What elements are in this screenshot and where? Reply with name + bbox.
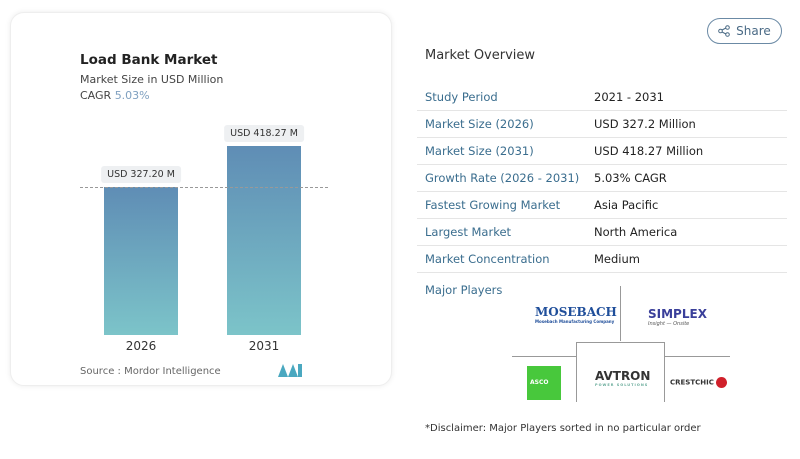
cagr-label: CAGR [80,89,112,102]
row-label: Largest Market [425,225,512,239]
row-value: Medium [594,252,640,266]
major-players-title: Major Players [425,283,503,297]
disclaimer: *Disclaimer: Major Players sorted in no … [425,423,701,434]
asco-logo: ASCO [527,366,561,400]
bar-2026 [104,187,178,335]
divider [512,356,576,357]
overview-row: Market Size (2031) USD 418.27 Million [417,138,787,165]
overview-row: Study Period 2021 - 2031 [417,84,787,111]
bar-2031 [227,145,301,335]
row-label: Growth Rate (2026 - 2031) [425,171,580,185]
cagr: CAGR 5.03% [80,89,150,102]
divider [620,286,621,341]
data-label: USD 327.20 M [101,166,181,183]
crestchic-logo: CRESTCHIC [670,377,728,388]
data-label: USD 418.27 M [224,124,304,142]
x-tick-label: 2031 [248,339,280,353]
chart-subtitle: Market Size in USD Million [80,73,224,86]
source-text: Source : Mordor Intelligence [80,366,221,377]
row-label: Market Concentration [425,252,550,266]
row-value: 5.03% CAGR [594,171,667,185]
overview-row: Market Size (2026) USD 327.2 Million [417,111,787,138]
row-value: Asia Pacific [594,198,659,212]
row-value: 2021 - 2031 [594,90,664,104]
reference-line [80,187,328,188]
cagr-value: 5.03% [114,89,150,102]
chart-title: Load Bank Market [80,52,218,68]
share-icon [718,25,730,37]
mordor-logo-icon [278,364,302,377]
row-label: Market Size (2031) [425,144,534,158]
avtron-logo: AVTRON POWER SOLUTIONS [595,369,651,387]
share-button[interactable]: Share [707,18,782,44]
divider [576,342,664,343]
row-value: North America [594,225,678,239]
mosebach-logo: MOSEBACH Mosebach Manufacturing Company [535,305,617,324]
row-label: Market Size (2026) [425,117,534,131]
chart-card [10,12,392,386]
divider [576,342,577,402]
overview-row: Growth Rate (2026 - 2031) 5.03% CAGR [417,165,787,192]
divider [664,342,665,402]
row-value: USD 418.27 Million [594,144,704,158]
x-tick-label: 2026 [125,339,157,353]
row-label: Fastest Growing Market [425,198,561,212]
overview-row: Fastest Growing Market Asia Pacific [417,192,787,219]
share-label: Share [736,24,771,38]
row-label: Study Period [425,90,498,104]
row-value: USD 327.2 Million [594,117,696,131]
overview-row: Market Concentration Medium [417,246,787,273]
divider [664,356,730,357]
simplex-logo: SIMPLEX Insight — Onsite [648,307,707,327]
overview-title: Market Overview [425,48,536,63]
overview-row: Largest Market North America [417,219,787,246]
